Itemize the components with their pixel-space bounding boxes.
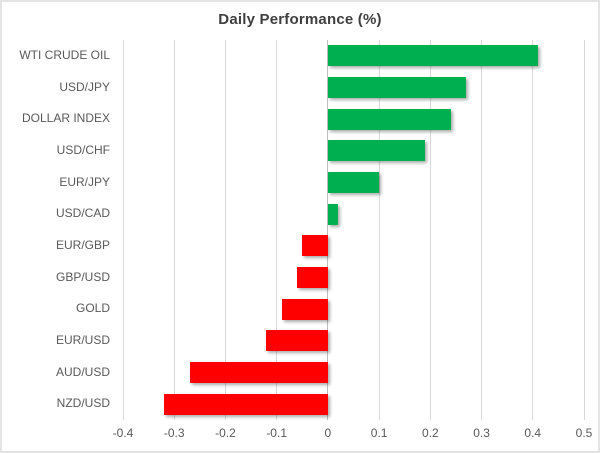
- category-label: DOLLAR INDEX: [21, 111, 110, 126]
- x-tick-label: -0.2: [215, 426, 236, 440]
- bar-aud-usd: [189, 362, 328, 383]
- bar-nzd-usd: [163, 393, 328, 415]
- gridline: [173, 40, 175, 420]
- zero-axis-line: [327, 40, 329, 420]
- category-label: EUR/GBP: [55, 238, 110, 252]
- category-label: WTI CRUDE OIL: [19, 48, 110, 62]
- gridline: [583, 40, 585, 420]
- category-label: GOLD: [75, 301, 110, 316]
- bar-eur-gbp: [302, 235, 328, 257]
- x-tick-label: 0.3: [473, 426, 490, 440]
- category-label: EUR/USD: [55, 333, 110, 347]
- gridline: [481, 40, 483, 420]
- bar-wti-crude-oil: [327, 45, 538, 67]
- plot-area: [122, 40, 585, 420]
- x-tick-label: 0.2: [421, 426, 439, 440]
- bar-usd-chf: [327, 140, 426, 162]
- gridline: [378, 40, 380, 420]
- gridline: [122, 40, 124, 420]
- x-tick-label: 0.1: [370, 426, 388, 440]
- category-label: NZD/USD: [56, 396, 110, 411]
- gridline: [224, 40, 226, 420]
- bar-eur-jpy: [327, 172, 380, 193]
- gridline: [276, 40, 278, 420]
- x-tick-label: 0.5: [575, 426, 593, 440]
- x-tick-label: 0: [324, 426, 332, 440]
- x-tick-label: -0.4: [112, 426, 134, 440]
- gridline: [429, 40, 431, 420]
- category-label: EUR/JPY: [59, 174, 110, 189]
- bar-gbp-usd: [297, 267, 328, 288]
- category-label: GBP/USD: [55, 269, 110, 284]
- category-label: USD/CAD: [55, 206, 110, 221]
- chart-title: Daily Performance (%): [218, 11, 382, 28]
- bar-usd-cad: [327, 203, 339, 225]
- bar-gold: [281, 298, 328, 320]
- category-label: USD/CHF: [56, 143, 110, 157]
- x-tick-label: -0.1: [266, 426, 287, 440]
- x-tick-label: 0.4: [524, 426, 542, 440]
- bar-dollar-index: [327, 108, 451, 130]
- bar-usd-jpy: [327, 77, 467, 98]
- x-tick-label: -0.3: [163, 426, 185, 440]
- category-label: AUD/USD: [55, 364, 110, 379]
- gridline: [532, 40, 534, 420]
- bar-eur-usd: [266, 330, 328, 352]
- category-label: USD/JPY: [59, 79, 110, 94]
